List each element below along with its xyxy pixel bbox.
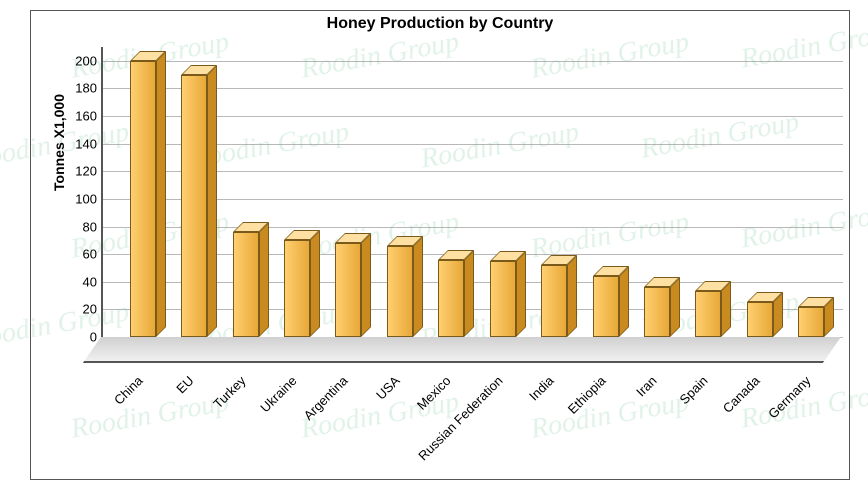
chart-title: Honey Production by Country — [31, 15, 849, 33]
x-tick-label: India — [461, 373, 556, 468]
bar-front — [387, 246, 413, 337]
x-tick-label: Ethiopia — [513, 373, 608, 468]
x-tick-label: Ukraine — [204, 373, 299, 468]
bar-front — [695, 291, 721, 337]
bar-side — [670, 277, 680, 337]
bar-front — [284, 240, 310, 337]
bar — [284, 240, 310, 337]
bar — [644, 287, 670, 337]
bar — [541, 265, 567, 337]
y-tick-label: 0 — [69, 330, 97, 345]
plot-area — [101, 47, 843, 337]
bar-front — [181, 75, 207, 337]
bar — [233, 232, 259, 337]
y-axis-label: Tonnes X1,000 — [51, 94, 67, 191]
bar-side — [413, 236, 423, 337]
bar-side — [464, 250, 474, 337]
x-tick-label: Canada — [667, 373, 762, 468]
y-tick-label: 100 — [69, 191, 97, 206]
bar — [490, 261, 516, 337]
x-tick-label: Germany — [718, 373, 813, 468]
y-tick-label: 180 — [69, 81, 97, 96]
y-tick-label: 140 — [69, 136, 97, 151]
bar — [798, 307, 824, 337]
bar — [387, 246, 413, 337]
y-tick-label: 160 — [69, 109, 97, 124]
y-tick-label: 80 — [69, 219, 97, 234]
bar-front — [490, 261, 516, 337]
bar — [593, 276, 619, 337]
bar-side — [516, 251, 526, 337]
x-tick-label: Argentina — [256, 373, 351, 468]
bar-side — [721, 281, 731, 337]
bar — [438, 260, 464, 337]
bar-side — [259, 222, 269, 337]
bar-front — [130, 61, 156, 337]
x-tick-label: EU — [101, 373, 196, 468]
bar-side — [310, 230, 320, 337]
bar-side — [619, 266, 629, 337]
x-tick-label: USA — [307, 373, 402, 468]
bar-front — [593, 276, 619, 337]
x-tick-label: Iran — [564, 373, 659, 468]
bar-side — [361, 233, 371, 337]
x-tick-label: China — [50, 373, 145, 468]
bar-front — [541, 265, 567, 337]
bar-side — [156, 51, 166, 337]
x-tick-label: Turkey — [153, 373, 248, 468]
bar-front — [335, 243, 361, 337]
chart-container: Honey Production by Country Tonnes X1,00… — [30, 10, 850, 480]
bar-front — [233, 232, 259, 337]
bar — [747, 302, 773, 337]
bar-side — [567, 255, 577, 337]
x-tick-label: Russian Federation — [410, 373, 505, 468]
y-tick-label: 200 — [69, 53, 97, 68]
y-tick-label: 120 — [69, 164, 97, 179]
bar — [335, 243, 361, 337]
bar-front — [747, 302, 773, 337]
grid-line — [103, 61, 843, 62]
chart-floor — [83, 337, 841, 363]
y-tick-label: 20 — [69, 302, 97, 317]
bar-front — [798, 307, 824, 337]
bar-front — [644, 287, 670, 337]
bar — [181, 75, 207, 337]
bar — [695, 291, 721, 337]
bar — [130, 61, 156, 337]
x-tick-label: Spain — [616, 373, 711, 468]
x-tick-label: Mexico — [358, 373, 453, 468]
y-tick-label: 40 — [69, 274, 97, 289]
y-tick-label: 60 — [69, 247, 97, 262]
bar-side — [207, 65, 217, 337]
bar-front — [438, 260, 464, 337]
